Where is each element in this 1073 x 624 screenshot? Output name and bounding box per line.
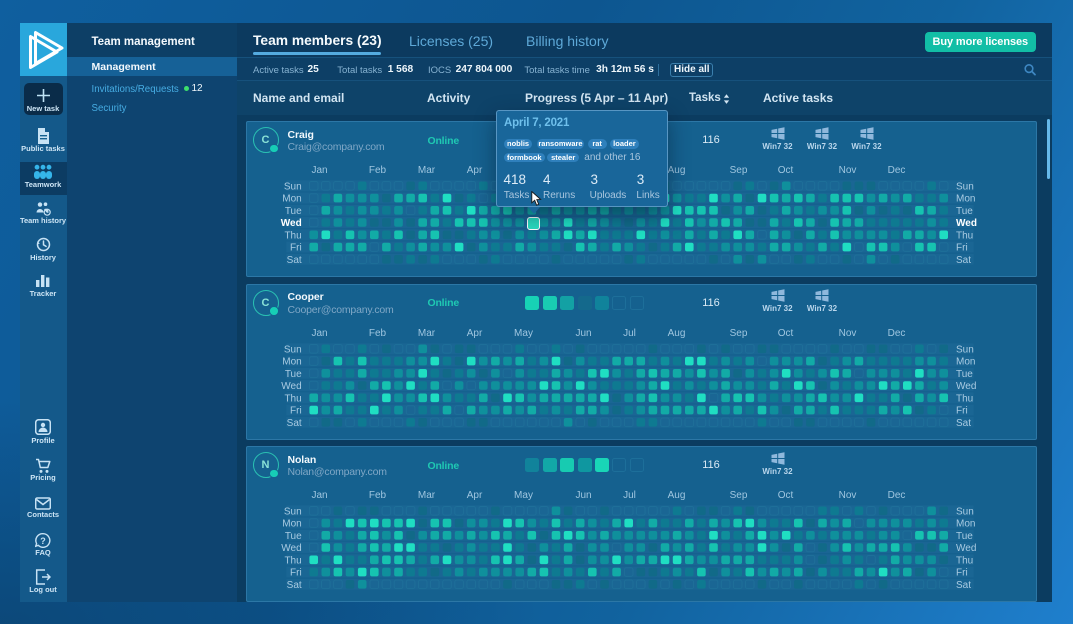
svg-text:Feb: Feb [368, 328, 386, 339]
svg-text:Mon: Mon [956, 519, 975, 530]
svg-text:Mar: Mar [417, 490, 435, 501]
svg-text:Apr: Apr [466, 328, 482, 339]
svg-text:Jun: Jun [575, 328, 591, 339]
svg-text:Sep: Sep [729, 490, 747, 501]
svg-text:Aug: Aug [667, 165, 685, 176]
svg-text:Tue: Tue [956, 206, 973, 217]
svg-text:Thu: Thu [956, 230, 973, 241]
svg-text:Dec: Dec [887, 490, 905, 501]
svg-text:Sat: Sat [956, 255, 971, 266]
svg-text:Wed: Wed [956, 543, 976, 554]
svg-text:Feb: Feb [368, 490, 386, 501]
svg-text:Tue: Tue [956, 368, 973, 379]
svg-text:Nov: Nov [838, 490, 856, 501]
svg-text:Fri: Fri [956, 405, 968, 416]
svg-text:Apr: Apr [466, 490, 482, 501]
svg-text:Sun: Sun [956, 506, 974, 517]
svg-text:Jan: Jan [311, 328, 327, 339]
svg-text:Thu: Thu [956, 393, 973, 404]
svg-text:Jan: Jan [311, 490, 327, 501]
svg-text:Wed: Wed [281, 543, 301, 554]
svg-text:Sat: Sat [956, 580, 971, 591]
svg-text:Oct: Oct [777, 328, 793, 339]
svg-text:Sun: Sun [956, 181, 974, 192]
svg-text:Jun: Jun [575, 490, 591, 501]
svg-text:Nov: Nov [838, 165, 856, 176]
svg-text:Thu: Thu [956, 555, 973, 566]
svg-text:Thu: Thu [284, 393, 301, 404]
svg-text:Wed: Wed [281, 381, 301, 392]
svg-text:Jul: Jul [623, 328, 636, 339]
svg-text:Fri: Fri [956, 243, 968, 254]
svg-text:Fri: Fri [290, 405, 302, 416]
svg-text:Mon: Mon [282, 519, 301, 530]
svg-text:Thu: Thu [284, 555, 301, 566]
svg-text:Mar: Mar [417, 165, 435, 176]
svg-text:Aug: Aug [667, 490, 685, 501]
svg-text:Sep: Sep [729, 328, 747, 339]
svg-text:Fri: Fri [956, 568, 968, 579]
svg-text:May: May [514, 490, 533, 501]
svg-text:?: ? [40, 536, 46, 546]
svg-text:Mon: Mon [956, 194, 975, 205]
svg-text:Sep: Sep [729, 165, 747, 176]
svg-text:May: May [514, 328, 533, 339]
svg-text:Mon: Mon [282, 356, 301, 367]
svg-text:Nov: Nov [838, 328, 856, 339]
svg-text:Sat: Sat [956, 417, 971, 428]
svg-text:Thu: Thu [284, 230, 301, 241]
svg-text:Sat: Sat [286, 580, 301, 591]
svg-text:Dec: Dec [887, 328, 905, 339]
svg-text:Tue: Tue [284, 531, 301, 542]
svg-text:Apr: Apr [466, 165, 482, 176]
svg-text:Dec: Dec [887, 165, 905, 176]
svg-text:Sun: Sun [283, 506, 301, 517]
svg-text:Mar: Mar [417, 328, 435, 339]
svg-text:Sun: Sun [283, 181, 301, 192]
svg-text:Wed: Wed [956, 218, 977, 229]
svg-text:Tue: Tue [284, 206, 301, 217]
svg-text:Aug: Aug [667, 328, 685, 339]
svg-text:Oct: Oct [777, 490, 793, 501]
svg-text:Oct: Oct [777, 165, 793, 176]
svg-text:Tue: Tue [956, 531, 973, 542]
svg-text:Wed: Wed [280, 218, 301, 229]
svg-text:Jul: Jul [623, 490, 636, 501]
svg-text:Sat: Sat [286, 255, 301, 266]
svg-text:Sun: Sun [956, 344, 974, 355]
svg-text:Fri: Fri [290, 568, 302, 579]
svg-text:Sun: Sun [283, 344, 301, 355]
svg-text:Wed: Wed [956, 381, 976, 392]
svg-text:Mon: Mon [282, 194, 301, 205]
svg-text:Feb: Feb [368, 165, 386, 176]
svg-text:Sat: Sat [286, 417, 301, 428]
svg-text:Jan: Jan [311, 165, 327, 176]
svg-text:Fri: Fri [290, 243, 302, 254]
svg-text:Tue: Tue [284, 368, 301, 379]
svg-text:Mon: Mon [956, 356, 975, 367]
